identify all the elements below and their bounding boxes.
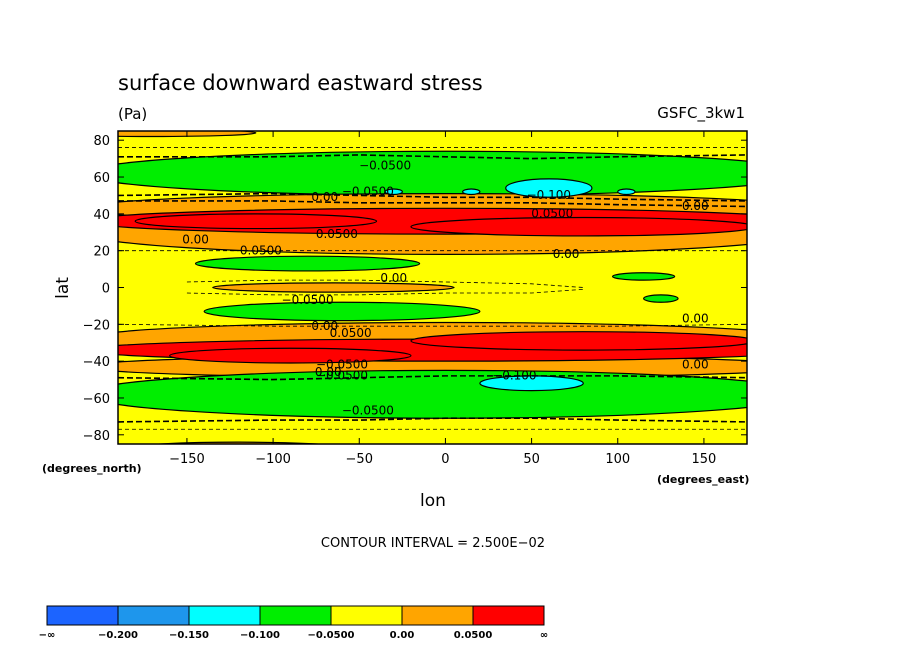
contour-label: −0.0500 — [342, 184, 394, 198]
colorbar-label: −0.100 — [240, 630, 280, 641]
y-axis-ticks: 80 60 40 20 0 −20 −40 −60 −80 — [83, 134, 747, 444]
colorbar-swatch — [188, 605, 261, 626]
contour-label: 0.00 — [553, 247, 580, 261]
colorbar-swatch — [259, 605, 332, 626]
contour-label: 0.0500 — [330, 326, 372, 340]
contour-line — [118, 417, 747, 423]
contour-region — [203, 301, 481, 322]
contour-label: 0.00 — [315, 365, 342, 379]
contour-region — [505, 178, 593, 198]
x-tick-label: −50 — [346, 452, 373, 467]
y-tick-label: 60 — [93, 171, 110, 186]
contour-region — [410, 331, 747, 351]
contour-line — [118, 375, 747, 381]
colorbar-swatch — [117, 605, 190, 626]
model-label: GSFC_3kw1 — [657, 104, 745, 123]
x-tick-label: −150 — [169, 452, 205, 467]
y-tick-label: 80 — [93, 134, 110, 149]
contour-label: −0.0500 — [230, 243, 282, 257]
contour-region — [118, 150, 747, 197]
y-tick-label: −80 — [83, 429, 110, 444]
colorbar-label: 0.0500 — [454, 630, 493, 641]
x-tick-label: 150 — [692, 452, 717, 467]
colorbar-label: −0.200 — [98, 630, 138, 641]
contour-region — [611, 272, 676, 281]
contour-label: −0.0500 — [282, 293, 334, 307]
x-tick-label: 50 — [523, 452, 540, 467]
colorbar-label: −∞ — [39, 630, 56, 641]
contour-label: −0.0500 — [342, 404, 394, 418]
contour-region — [169, 347, 412, 364]
colorbar-label: −0.0500 — [308, 630, 355, 641]
contour-line — [118, 323, 747, 327]
contour-line — [186, 288, 584, 296]
contour-region — [643, 294, 679, 303]
colorbar-swatch — [401, 605, 474, 626]
contour-label: 0.0500 — [316, 227, 358, 241]
contour-label: 0.00 — [311, 319, 338, 333]
x-axis-label: lon — [420, 491, 446, 511]
colorbar-labels: −∞ −0.200 −0.150 −0.100 −0.0500 0.00 0.0500 ∞ — [39, 630, 549, 641]
colorbar-swatch — [46, 605, 119, 626]
contour-line — [118, 200, 747, 208]
y-tick-label: −20 — [83, 318, 110, 333]
contour-label: −0.0500 — [359, 159, 411, 173]
y-axis-label: lat — [53, 277, 73, 299]
y-tick-label: −40 — [83, 355, 110, 370]
y-tick-label: 20 — [93, 245, 110, 260]
y-unit-note: (degrees_north) — [42, 462, 142, 475]
colorbar-swatch — [330, 605, 403, 626]
contour-interval-note: CONTOUR INTERVAL = 2.500E−02 — [321, 536, 545, 551]
x-tick-label: 100 — [605, 452, 630, 467]
x-axis-ticks: −150 −100 −50 0 50 100 150 — [169, 131, 716, 467]
x-tick-label: −100 — [255, 452, 291, 467]
contour-region — [617, 188, 636, 196]
x-unit-note: (degrees_east) — [657, 473, 749, 486]
colorbar — [46, 605, 545, 626]
contour-line — [186, 279, 584, 288]
y-tick-label: 40 — [93, 208, 110, 223]
contour-line — [118, 154, 747, 160]
contour-label: −0.0500 — [316, 358, 368, 372]
x-tick-label: 0 — [441, 452, 449, 467]
contour-region — [410, 216, 747, 237]
y-tick-label: −60 — [83, 392, 110, 407]
colorbar-label: −0.150 — [169, 630, 209, 641]
contour-label: 0.00 — [682, 358, 709, 372]
contour-label: 0.00 — [682, 311, 709, 325]
contour-fill-regions — [118, 131, 747, 444]
contour-lines — [118, 147, 747, 430]
contour-region — [194, 255, 421, 272]
colorbar-label: 0.00 — [390, 630, 415, 641]
colorbar-label: ∞ — [540, 630, 548, 641]
contour-label: 0.00 — [182, 232, 209, 246]
contour-label: 0.0500 — [531, 207, 573, 221]
colorbar-swatch — [472, 605, 545, 626]
contour-region — [134, 213, 378, 230]
contour-region — [479, 375, 584, 392]
y-tick-label: 0 — [102, 282, 110, 297]
contour-region — [462, 188, 481, 196]
chart-title: surface downward eastward stress — [118, 71, 483, 95]
contour-line — [118, 192, 747, 202]
chart-units: (Pa) — [118, 105, 147, 123]
contour-label: 0.00 — [682, 199, 709, 213]
contour-label: −0.100 — [492, 369, 536, 383]
contour-label: −0.100 — [527, 188, 571, 202]
contour-region — [212, 282, 455, 293]
contour-label: 0.00 — [311, 190, 338, 204]
contour-label: 0.00 — [380, 271, 407, 285]
contour-region — [384, 188, 403, 196]
contour-label: −0.0500 — [316, 369, 368, 383]
